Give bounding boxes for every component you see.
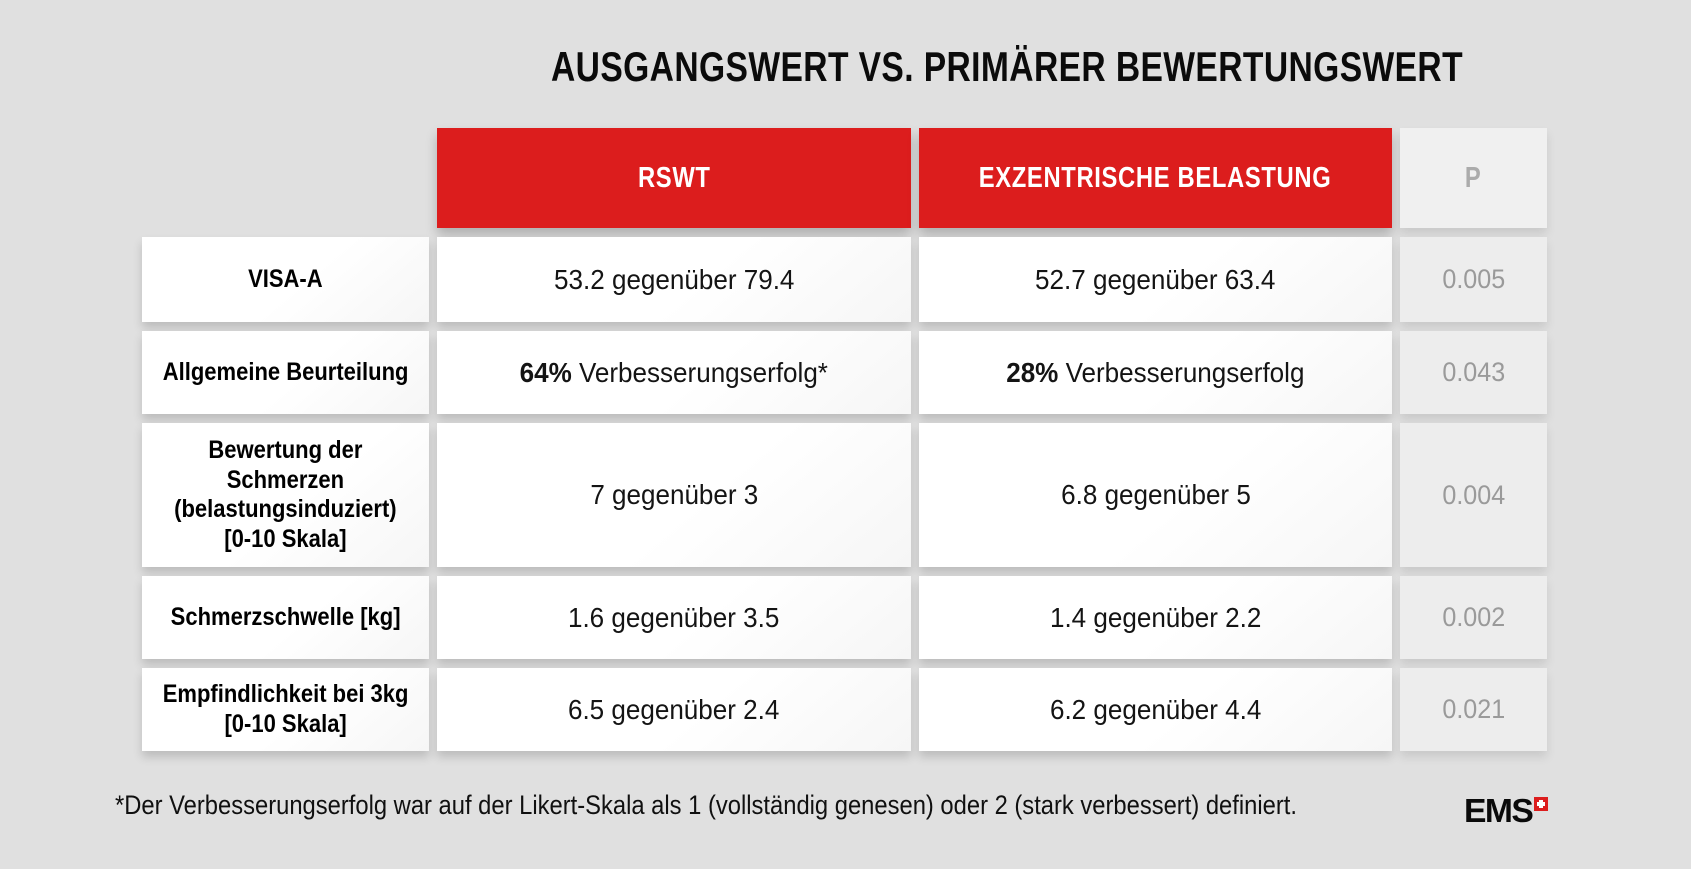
header-spacer-cell: [142, 128, 429, 228]
column-header-rswt: RSWT: [437, 128, 911, 228]
exzentrische-value-cell: 6.8 gegenüber 5: [919, 423, 1392, 567]
exzentrische-value-cell: 52.7 gegenüber 63.4: [919, 237, 1392, 322]
value-text-part: 6.5 gegenüber 2.4: [568, 693, 780, 725]
p-value: 0.021: [1442, 694, 1505, 724]
rswt-value-cell: 6.5 gegenüber 2.4: [437, 668, 911, 751]
rswt-value-cell: 1.6 gegenüber 3.5: [437, 576, 911, 659]
value-text-part: 1.4 gegenüber 2.2: [1049, 601, 1262, 633]
rswt-value: 53.2 gegenüber 79.4: [554, 264, 794, 296]
exzentrische-value: 6.8 gegenüber 5: [1061, 479, 1251, 511]
value-text-part: 1.6 gegenüber 3.5: [568, 601, 780, 633]
p-value: 0.004: [1442, 479, 1505, 510]
exzentrische-value: 52.7 gegenüber 63.4: [1035, 264, 1275, 296]
value-bold-part: 28%: [1006, 356, 1059, 388]
row-label-text: VISA-A: [248, 264, 323, 293]
page-title-text: AUSGANGSWERT VS. PRIMÄRER BEWERTUNGSWERT: [551, 43, 1464, 90]
rswt-value-cell: 53.2 gegenüber 79.4: [437, 237, 911, 322]
rswt-value: 1.6 gegenüber 3.5: [568, 602, 779, 634]
rswt-value-cell: 7 gegenüber 3: [437, 423, 911, 567]
row-label-text: Allgemeine Beurteilung: [162, 357, 409, 386]
table-row-label: Allgemeine Beurteilung: [142, 331, 429, 414]
ems-logo: EMS: [1463, 792, 1548, 829]
table-row-label: VISA-A: [142, 237, 429, 322]
exzentrische-value: 6.2 gegenüber 4.4: [1050, 694, 1261, 726]
column-header-exzentrische-belastung: EXZENTRISCHE BELASTUNG: [919, 128, 1392, 228]
ems-logo-text: EMS: [1463, 792, 1534, 829]
row-label-text: Bewertung der Schmerzen (belastungsinduz…: [174, 436, 397, 553]
rswt-value: 7 gegenüber 3: [590, 479, 758, 511]
column-header-rswt-label: RSWT: [637, 161, 711, 194]
footnote-text: *Der Verbesserungserfolg war auf der Lik…: [115, 790, 1297, 820]
value-text-part: 6.8 gegenüber 5: [1060, 479, 1251, 510]
exzentrische-value-cell: 28% Verbesserungserfolg: [919, 331, 1392, 414]
column-header-exzentrische-belastung-label: EXZENTRISCHE BELASTUNG: [979, 161, 1332, 194]
p-value: 0.043: [1442, 357, 1505, 387]
p-value-cell: 0.005: [1400, 237, 1547, 322]
exzentrische-value-cell: 1.4 gegenüber 2.2: [919, 576, 1392, 659]
table-row-label: Bewertung der Schmerzen (belastungsinduz…: [142, 423, 429, 567]
rswt-value: 64% Verbesserungserfolg*: [520, 357, 828, 389]
p-value-cell: 0.004: [1400, 423, 1547, 567]
p-value-cell: 0.021: [1400, 668, 1547, 751]
footnote: *Der Verbesserungserfolg war auf der Lik…: [115, 789, 1458, 821]
swiss-cross-icon: [1534, 797, 1548, 811]
p-value: 0.005: [1442, 264, 1505, 294]
p-value-cell: 0.043: [1400, 331, 1547, 414]
page-title: AUSGANGSWERT VS. PRIMÄRER BEWERTUNGSWERT: [437, 43, 1542, 90]
value-text-part: Verbesserungserfolg*: [571, 356, 829, 388]
exzentrische-value: 28% Verbesserungserfolg: [1006, 357, 1304, 389]
table-row-label: Schmerzschwelle [kg]: [142, 576, 429, 659]
value-text-part: 52.7 gegenüber 63.4: [1035, 263, 1276, 295]
row-label-text: Schmerzschwelle [kg]: [170, 602, 401, 631]
column-header-p-label: P: [1465, 161, 1482, 194]
column-header-p: P: [1400, 128, 1547, 228]
exzentrische-value-cell: 6.2 gegenüber 4.4: [919, 668, 1392, 751]
value-text-part: 7 gegenüber 3: [590, 479, 758, 510]
p-value: 0.002: [1442, 602, 1505, 632]
exzentrische-value: 1.4 gegenüber 2.2: [1050, 602, 1261, 634]
value-text-part: 6.2 gegenüber 4.4: [1049, 693, 1262, 725]
rswt-value: 6.5 gegenüber 2.4: [568, 694, 779, 726]
table-row-label: Empfindlichkeit bei 3kg [0-10 Skala]: [142, 668, 429, 751]
value-bold-part: 64%: [519, 356, 572, 388]
p-value-cell: 0.002: [1400, 576, 1547, 659]
comparison-table: RSWT EXZENTRISCHE BELASTUNG P VISA-A 53.…: [142, 128, 1547, 751]
rswt-value-cell: 64% Verbesserungserfolg*: [437, 331, 911, 414]
value-text-part: Verbesserungserfolg: [1058, 356, 1305, 388]
row-label-text: Empfindlichkeit bei 3kg [0-10 Skala]: [162, 680, 409, 738]
value-text-part: 53.2 gegenüber 79.4: [553, 263, 795, 295]
